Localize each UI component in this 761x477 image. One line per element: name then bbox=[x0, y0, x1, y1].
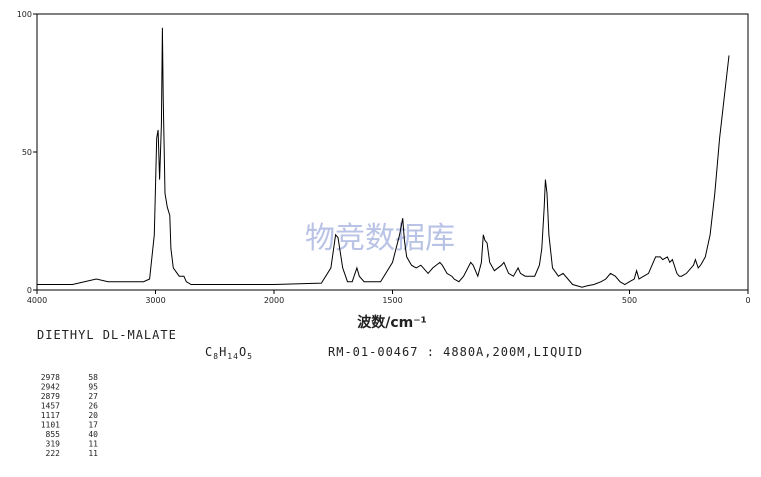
peak-wavenumber: 1117 bbox=[41, 411, 60, 420]
x-tick-label: 3000 bbox=[145, 296, 165, 305]
formula-part: H bbox=[219, 345, 227, 359]
peak-wavenumber: 1457 bbox=[41, 402, 60, 411]
peak-wavenumber: 855 bbox=[46, 430, 61, 439]
peak-wavenumber: 2978 bbox=[41, 373, 60, 382]
peak-intensity: 58 bbox=[88, 373, 98, 382]
formula-part: C bbox=[205, 345, 213, 359]
y-tick-label: 100 bbox=[17, 10, 32, 19]
spectrum-line bbox=[37, 27, 730, 288]
y-tick-label: 0 bbox=[27, 286, 32, 295]
watermark: 物竞数据库 bbox=[305, 221, 455, 256]
peak-wavenumber: 319 bbox=[46, 440, 61, 449]
peak-intensity: 27 bbox=[88, 392, 98, 401]
peak-intensity: 20 bbox=[88, 411, 98, 420]
x-tick-label: 500 bbox=[622, 296, 637, 305]
peak-intensity: 11 bbox=[88, 440, 98, 449]
peak-intensity: 26 bbox=[88, 402, 98, 411]
x-tick-label: 4000 bbox=[27, 296, 47, 305]
formula-sub: 5 bbox=[247, 352, 253, 361]
x-axis-label: 波数/cm⁻¹ bbox=[357, 314, 427, 331]
record-info: RM-01-00467 : 4880A,200M,LIQUID bbox=[328, 345, 583, 359]
x-tick-label: 0 bbox=[745, 296, 750, 305]
formula-sub: 8 bbox=[213, 352, 219, 361]
y-tick-label: 50 bbox=[22, 148, 32, 157]
peak-intensity: 95 bbox=[88, 383, 98, 392]
peak-wavenumber: 222 bbox=[46, 449, 61, 458]
compound-name: DIETHYL DL-MALATE bbox=[37, 328, 177, 342]
peak-intensity: 40 bbox=[88, 430, 98, 439]
x-tick-label: 1500 bbox=[382, 296, 402, 305]
peak-wavenumber: 2942 bbox=[41, 383, 60, 392]
x-tick-label: 2000 bbox=[264, 296, 284, 305]
formula-part: O bbox=[239, 345, 247, 359]
peak-wavenumber: 2879 bbox=[41, 392, 60, 401]
peak-wavenumber: 1101 bbox=[41, 421, 60, 430]
formula-sub: 14 bbox=[227, 352, 239, 361]
peak-intensity: 11 bbox=[88, 449, 98, 458]
peak-intensity: 17 bbox=[88, 421, 98, 430]
formula: C8H14O5 bbox=[205, 345, 253, 361]
